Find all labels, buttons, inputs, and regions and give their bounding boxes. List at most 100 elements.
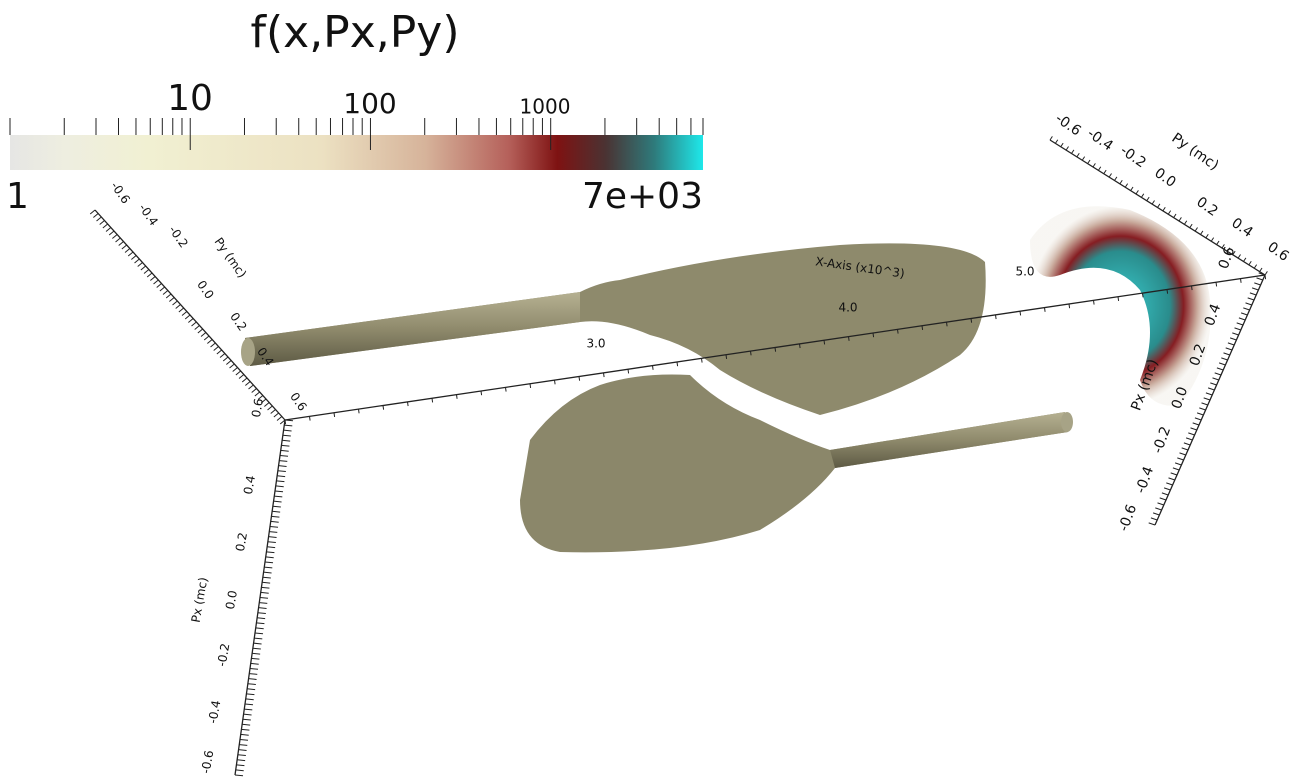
axis-tick [282, 434, 291, 437]
axis-tick [1060, 142, 1064, 148]
axis-tick [309, 416, 311, 421]
isosurface [520, 374, 1068, 553]
axis-tick [554, 380, 556, 385]
axis-tick [1087, 159, 1091, 164]
axis-tick [251, 657, 260, 660]
axis-tick [165, 293, 172, 299]
axis-tick [131, 255, 137, 260]
axis-tick [1157, 203, 1161, 208]
axis-tick [236, 764, 245, 767]
py-axis-label: Py (mc) [1169, 130, 1222, 174]
axis-tick [244, 703, 254, 706]
axis-tick [137, 262, 143, 267]
py-tick-label: 0.0 [1151, 165, 1178, 191]
axis-tick [1215, 282, 1218, 287]
axis-tick [382, 405, 385, 410]
axis-tick [1201, 402, 1208, 406]
axis-tick [1237, 254, 1241, 259]
axis-tick [1166, 289, 1169, 294]
axis-tick [278, 465, 287, 467]
axis-tick [272, 505, 281, 508]
axis-tick [184, 314, 191, 320]
axis-tick [1194, 227, 1198, 232]
axis-tick [108, 230, 115, 236]
axis-tick [266, 551, 275, 554]
axis-tick [203, 335, 210, 341]
axis-tick [1200, 230, 1204, 235]
py-tick-label: 0.4 [1228, 215, 1255, 241]
axis-tick [102, 223, 108, 229]
axis-tick [1103, 169, 1107, 175]
axis-tick [1191, 285, 1193, 291]
axis-tick [127, 251, 134, 257]
axis-tick [1092, 163, 1096, 168]
axis-tick [1238, 317, 1246, 321]
axis-tick [267, 541, 276, 544]
axis-tick [1236, 322, 1244, 326]
tube-cap [1061, 412, 1073, 432]
axis-tick [1108, 173, 1112, 178]
axis-tick [153, 279, 159, 285]
axis-tick [254, 632, 264, 635]
axis-tick [872, 332, 875, 338]
colorbar [10, 135, 703, 170]
axis-tick [257, 612, 266, 615]
axis-tick [1216, 240, 1220, 245]
axis-tick [1216, 367, 1224, 371]
axis-tick [260, 398, 267, 404]
axis-tick [1199, 407, 1206, 411]
axis-tick [275, 485, 284, 488]
axis-tick [1258, 272, 1266, 276]
axis-tick [279, 419, 286, 425]
isosurface [245, 243, 986, 415]
axis-tick [207, 339, 213, 344]
axis-tick [505, 387, 507, 392]
axis-tick [188, 318, 194, 323]
axis-tick [210, 342, 216, 348]
axis-tick [1044, 307, 1046, 312]
axis-tick [1065, 146, 1069, 151]
axis-tick [1203, 397, 1211, 401]
axis-tick [1189, 223, 1193, 229]
axis-tick [1054, 139, 1059, 144]
axis-tick [1173, 213, 1177, 218]
axis-tick [1177, 457, 1184, 461]
axis-tick [1210, 382, 1217, 386]
axis-tick [245, 381, 251, 386]
axis-tick [259, 597, 269, 599]
axis-tick [237, 754, 246, 757]
axis-tick [1114, 176, 1118, 181]
axis-tick [284, 419, 287, 425]
axis-tick [159, 286, 165, 292]
axis-tick [260, 591, 269, 594]
py-tick-label: -0.6 [108, 179, 133, 206]
axis-tick [259, 602, 268, 604]
axis-tick [1226, 247, 1231, 252]
px-tick-label: -0.6 [199, 749, 217, 774]
px-axis-label: Px (mc) [189, 576, 211, 624]
axis-tick [1251, 287, 1259, 291]
axis-tick [222, 356, 229, 362]
axis-tick [271, 515, 280, 518]
axis-tick [1119, 179, 1123, 185]
axis-tick [146, 272, 153, 278]
axis-tick [280, 449, 289, 452]
axis-tick [239, 739, 249, 741]
axis-tick [1234, 327, 1241, 331]
axis-tick [118, 241, 124, 246]
axis-tick [456, 394, 458, 399]
axis-tick [1167, 210, 1172, 215]
py-tick-label: -0.4 [136, 201, 161, 228]
axis-tick [1259, 267, 1263, 272]
axis-tick [1178, 217, 1182, 222]
axis-tick [970, 318, 973, 323]
axis-tick [283, 429, 292, 432]
axis-tick [248, 384, 254, 390]
axis-tick [946, 322, 948, 327]
axis-tick [279, 455, 289, 457]
axis-tick [1221, 357, 1228, 361]
axis-tick [1192, 422, 1200, 426]
axis-tick [1163, 487, 1171, 491]
px-tick-label: 0.4 [1202, 302, 1225, 328]
isosurface-tube [830, 412, 1068, 468]
